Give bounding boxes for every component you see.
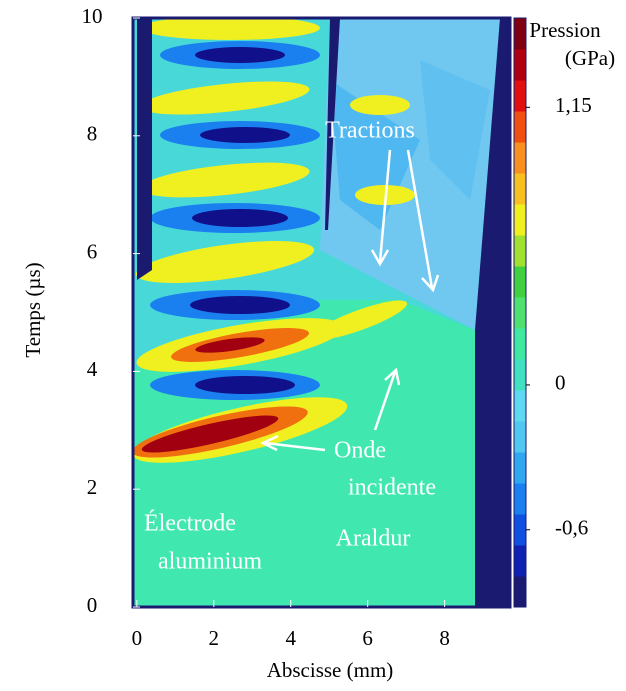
colorbar-band <box>514 173 526 205</box>
colorbar-band <box>514 483 526 515</box>
y-tick-label: 6 <box>87 239 98 263</box>
x-tick-label: 4 <box>285 626 296 650</box>
plot-frame <box>131 16 512 609</box>
colorbar-band <box>514 421 526 453</box>
y-axis-label: Temps (µs) <box>21 262 45 357</box>
colorbar-tick-label: 0 <box>555 371 566 395</box>
colorbar-tick-label: -0,6 <box>555 516 588 540</box>
y-tick-label: 0 <box>87 593 98 617</box>
annotation: Araldur <box>336 526 411 552</box>
colorbar-band <box>514 204 526 236</box>
colorbar-band <box>514 576 526 608</box>
annotation: Onde <box>334 438 386 464</box>
y-tick-label: 4 <box>87 357 98 381</box>
x-tick-label: 0 <box>132 626 143 650</box>
colorbar-band <box>514 452 526 484</box>
pressure-field <box>133 18 510 607</box>
y-tick-label: 2 <box>87 475 98 499</box>
colorbar-band <box>514 80 526 112</box>
colorbar-band <box>514 18 526 50</box>
y-tick-label: 8 <box>87 122 98 146</box>
y-tick-label: 10 <box>82 4 103 28</box>
colorbar-band <box>514 390 526 422</box>
annotation: Tractions <box>325 118 415 144</box>
colorbar-band <box>514 514 526 546</box>
colorbar-band <box>514 235 526 267</box>
colorbar-band <box>514 545 526 577</box>
x-axis-label: Abscisse (mm) <box>267 658 394 682</box>
x-tick-label: 2 <box>209 626 220 650</box>
annotation-arrows <box>260 149 440 452</box>
annotation: Électrode <box>144 511 236 537</box>
colorbar-band <box>514 142 526 174</box>
x-tick-label: 6 <box>362 626 373 650</box>
colorbar-band <box>514 49 526 81</box>
colorbar-frame <box>513 17 527 608</box>
colorbar-label: (GPa) <box>565 46 615 70</box>
colorbar-band <box>514 359 526 391</box>
colorbar-band <box>514 266 526 298</box>
x-tick-label: 8 <box>439 626 450 650</box>
annotation: incidente <box>348 475 436 501</box>
colorbar-band <box>514 111 526 143</box>
annotation: aluminium <box>158 549 262 575</box>
colorbar-tick-label: 1,15 <box>555 93 592 117</box>
colorbar-label: Pression <box>529 18 601 42</box>
colorbar-band <box>514 297 526 329</box>
colorbar-band <box>514 328 526 360</box>
